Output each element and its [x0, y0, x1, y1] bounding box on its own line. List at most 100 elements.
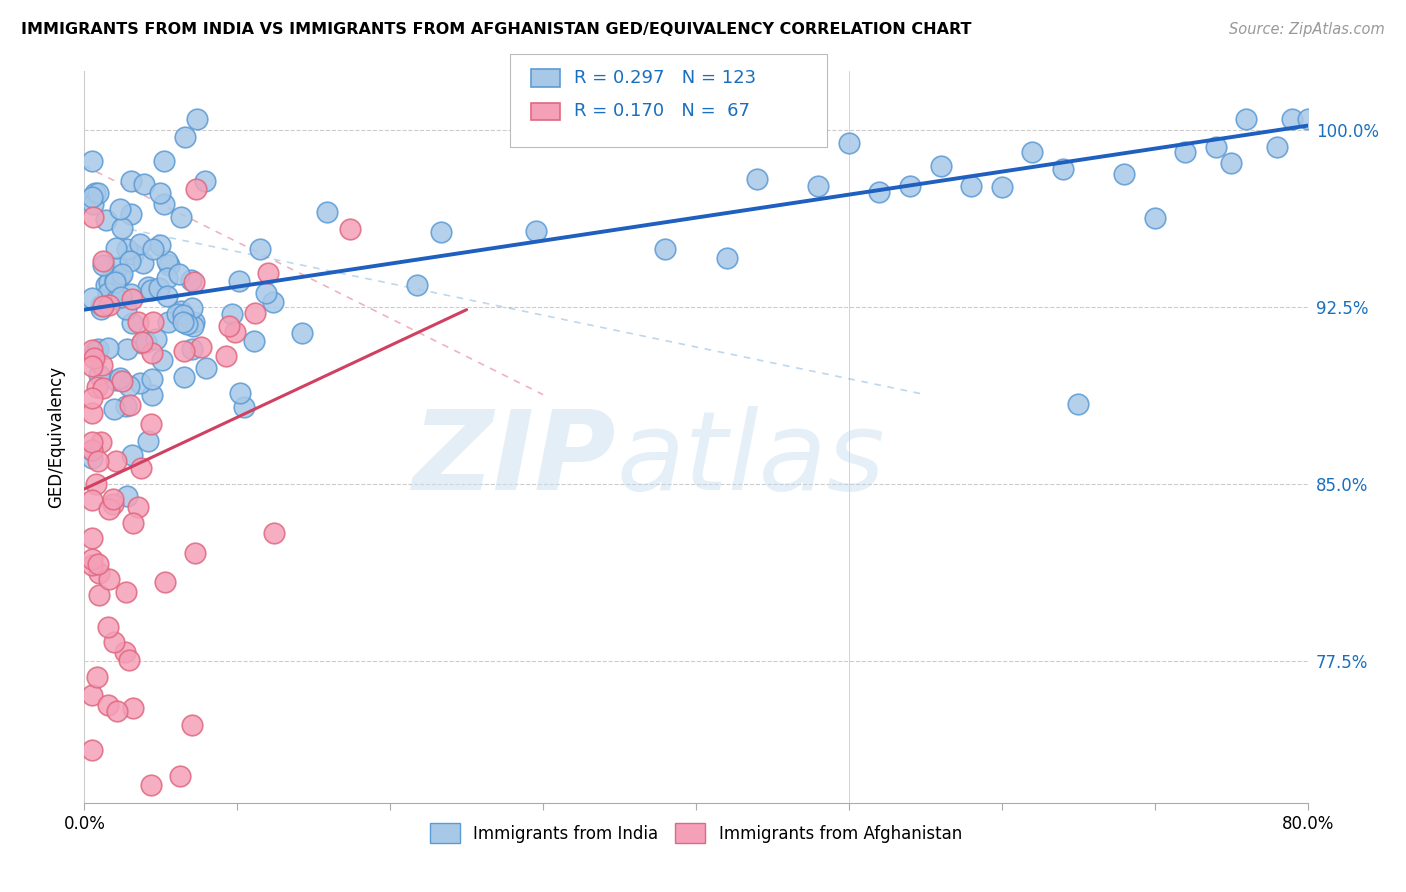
- Point: [80, 450, 103, 465]
- Point: [105, 260, 128, 274]
- Point: [104, 242, 127, 256]
- Point: [80, 493, 103, 508]
- Point: [122, 516, 145, 531]
- Point: [127, 500, 149, 514]
- Point: [184, 546, 207, 560]
- Point: [960, 178, 983, 193]
- Point: [108, 268, 131, 283]
- Point: [173, 343, 195, 358]
- Point: [83, 343, 105, 358]
- Point: [1174, 145, 1197, 160]
- Point: [80, 551, 103, 566]
- Point: [90, 435, 112, 450]
- Point: [142, 242, 165, 256]
- Point: [747, 172, 769, 186]
- Point: [114, 302, 136, 317]
- Point: [524, 224, 547, 238]
- Point: [148, 281, 170, 295]
- Point: [149, 238, 172, 252]
- Point: [80, 443, 103, 458]
- Point: [150, 353, 173, 368]
- Point: [82, 153, 104, 168]
- Point: [152, 197, 174, 211]
- Point: [105, 292, 128, 306]
- Point: [87, 566, 110, 581]
- Point: [157, 315, 180, 329]
- Point: [129, 461, 152, 475]
- Point: [166, 307, 188, 321]
- Point: [121, 317, 143, 331]
- Point: [80, 532, 103, 546]
- Point: [90, 298, 112, 312]
- Point: [194, 174, 217, 188]
- Point: [228, 274, 250, 288]
- Point: [263, 526, 285, 541]
- Point: [91, 299, 114, 313]
- Point: [1114, 167, 1136, 181]
- Point: [181, 342, 204, 356]
- Point: [80, 292, 103, 306]
- Point: [149, 186, 172, 200]
- Point: [243, 306, 266, 320]
- Point: [156, 288, 179, 302]
- Point: [80, 558, 103, 572]
- Text: R = 0.170   N =  67: R = 0.170 N = 67: [574, 103, 749, 120]
- Point: [91, 381, 114, 395]
- Point: [131, 334, 153, 349]
- Point: [96, 341, 118, 355]
- Point: [80, 405, 103, 419]
- Point: [86, 670, 108, 684]
- Point: [256, 266, 278, 280]
- Point: [122, 700, 145, 714]
- Point: [80, 343, 103, 357]
- Point: [131, 335, 153, 350]
- Point: [84, 186, 107, 201]
- Point: [94, 212, 117, 227]
- Point: [93, 253, 115, 268]
- Point: [898, 178, 921, 193]
- Point: [173, 370, 195, 384]
- Point: [115, 400, 138, 414]
- Point: [429, 225, 451, 239]
- Point: [120, 207, 142, 221]
- Text: atlas: atlas: [616, 406, 886, 513]
- Point: [181, 301, 204, 315]
- Point: [180, 718, 202, 732]
- Point: [142, 315, 165, 329]
- Point: [91, 258, 114, 272]
- Point: [83, 351, 105, 366]
- Point: [224, 325, 246, 339]
- Point: [183, 275, 205, 289]
- Point: [101, 285, 124, 300]
- Point: [1296, 112, 1319, 126]
- Point: [120, 174, 142, 188]
- Point: [120, 286, 142, 301]
- Point: [291, 326, 314, 340]
- Point: [141, 346, 163, 360]
- Point: [122, 247, 145, 261]
- Point: [929, 159, 952, 173]
- Point: [145, 332, 167, 346]
- Point: [80, 442, 103, 457]
- Point: [218, 319, 240, 334]
- Point: [176, 317, 198, 331]
- Point: [991, 180, 1014, 194]
- Point: [127, 315, 149, 329]
- Point: [172, 315, 194, 329]
- Point: [115, 584, 138, 599]
- Point: [111, 374, 134, 388]
- Point: [1021, 145, 1043, 160]
- Point: [104, 454, 127, 468]
- Point: [115, 489, 138, 503]
- Point: [84, 476, 107, 491]
- Point: [97, 572, 120, 586]
- Point: [194, 361, 217, 376]
- Point: [103, 491, 125, 506]
- Point: [1265, 139, 1288, 153]
- Point: [139, 417, 162, 432]
- Point: [82, 197, 104, 211]
- Point: [1067, 397, 1090, 411]
- Point: [256, 286, 278, 301]
- Point: [80, 190, 103, 204]
- Point: [101, 496, 124, 510]
